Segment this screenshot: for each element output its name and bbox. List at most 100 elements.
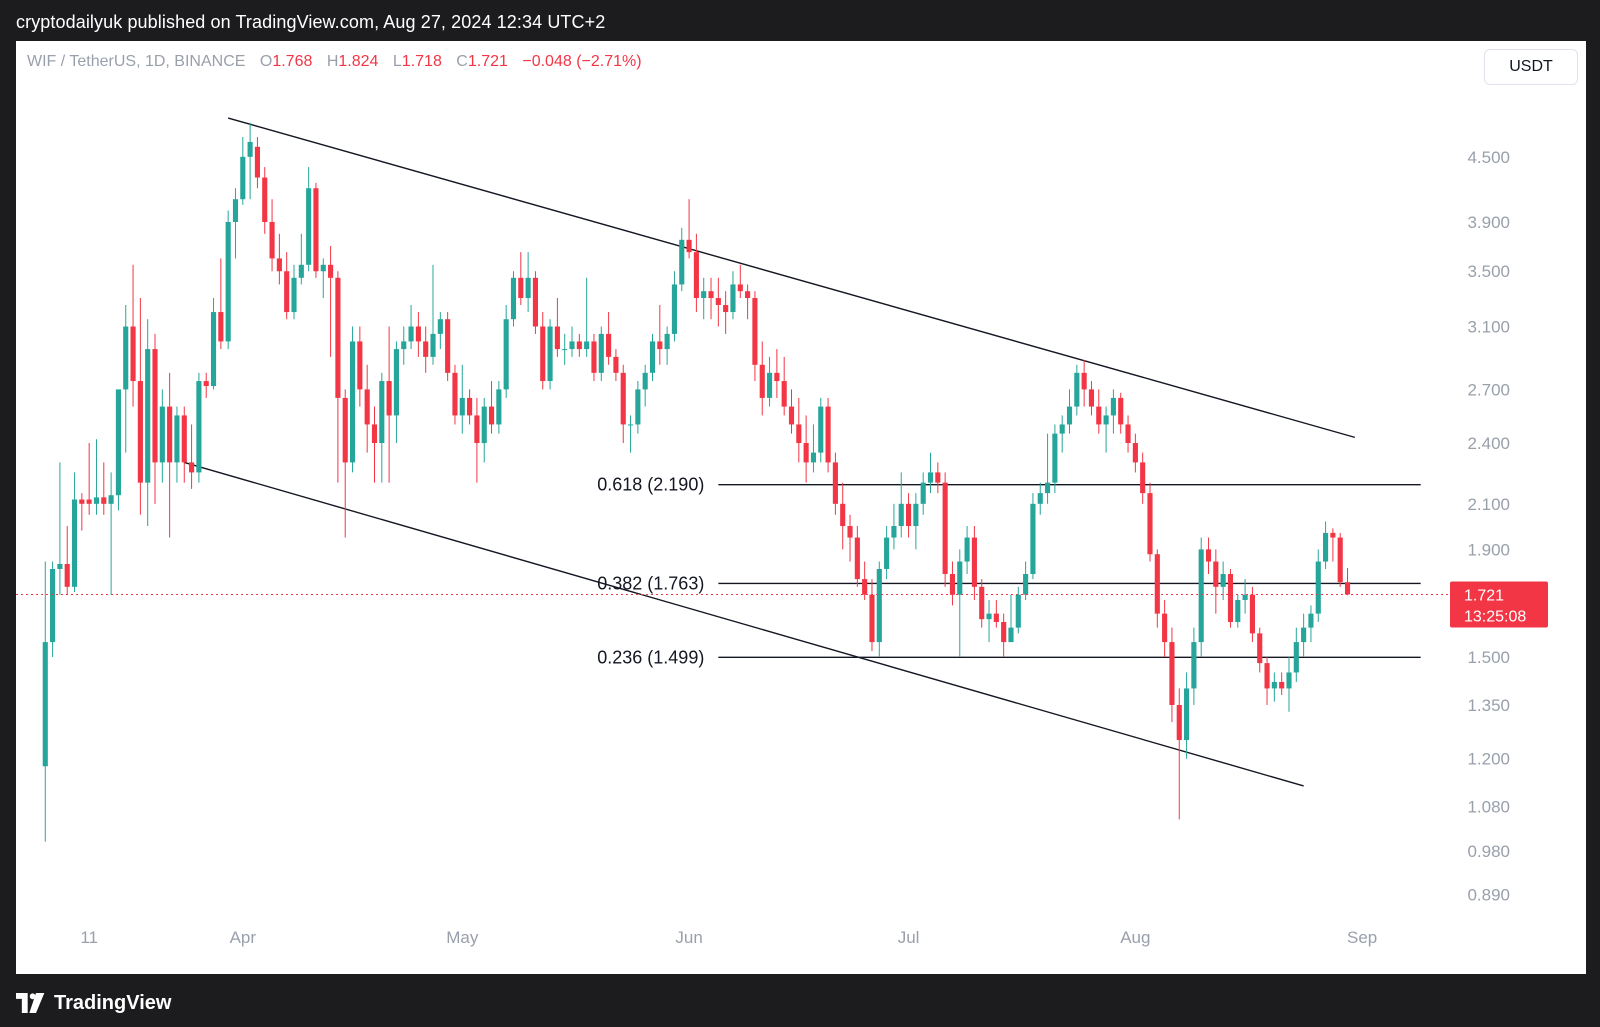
candle [210, 298, 217, 390]
candle-body [101, 497, 107, 504]
candle-body [737, 284, 743, 292]
candle [408, 304, 414, 350]
candle-body [115, 389, 121, 496]
candle [181, 406, 187, 483]
candle [576, 333, 582, 357]
time-axis: 11 Apr May Jun Jul Aug Sep [80, 928, 1377, 947]
candle-body [1227, 574, 1234, 622]
candle [752, 291, 758, 382]
candle-body [393, 349, 399, 416]
candle-body [598, 333, 604, 373]
candle-body [730, 284, 736, 313]
candle [79, 493, 85, 531]
candle [803, 415, 809, 483]
time-tick-label: Sep [1347, 928, 1377, 947]
candle [1118, 392, 1124, 434]
candle [1198, 537, 1204, 658]
candle-body [1052, 433, 1058, 483]
candle-body [1110, 397, 1116, 416]
candle-body [1279, 681, 1285, 689]
candle-body [701, 291, 707, 299]
candle [1330, 528, 1336, 562]
candle [613, 349, 619, 382]
candle [701, 277, 707, 320]
candle-body [781, 381, 787, 407]
candle [313, 182, 319, 278]
time-tick-label: 11 [80, 928, 98, 947]
candle [247, 122, 253, 200]
candle [1088, 381, 1095, 416]
candle-body [159, 406, 165, 463]
candle-body [386, 381, 392, 416]
candle-body [335, 277, 341, 398]
candle [254, 137, 260, 189]
currency-button[interactable]: USDT [1484, 49, 1578, 85]
candle-body [745, 291, 751, 299]
candle [869, 579, 875, 651]
candle-body [627, 424, 634, 426]
candle-body [854, 537, 860, 580]
candle [357, 326, 363, 407]
candle-body [649, 341, 656, 373]
candle-body [291, 277, 297, 313]
candle [1301, 613, 1307, 658]
candle-body [518, 277, 524, 299]
candle [562, 333, 568, 365]
candle-body [613, 356, 619, 373]
price-tick-label: 0.890 [1467, 886, 1510, 905]
trendlines [184, 117, 1356, 787]
candle-body [554, 326, 560, 350]
candle-body [1103, 415, 1109, 425]
candle [167, 372, 173, 538]
candle [349, 326, 356, 473]
candle-body [664, 333, 670, 350]
candle-body [584, 341, 590, 350]
channel-trendline [227, 117, 1356, 439]
candle [1125, 415, 1131, 453]
time-tick-label: Aug [1120, 928, 1150, 947]
candle [276, 233, 282, 285]
candle [1220, 561, 1226, 601]
candle [291, 264, 297, 320]
candle [927, 452, 934, 494]
candle [1066, 389, 1073, 434]
candle [1205, 537, 1212, 575]
bar-countdown: 13:25:08 [1464, 608, 1526, 625]
candle [993, 600, 999, 628]
chart-panel[interactable]: 0.618 (2.190) 0.382 (1.763) 0.236 (1.499) … [16, 41, 1586, 974]
price-tick-label: 4.500 [1467, 148, 1510, 167]
candle [554, 298, 560, 357]
candle [269, 199, 275, 272]
candle-body [423, 341, 429, 357]
candle-body [1271, 681, 1277, 689]
candle [71, 472, 78, 593]
candle [854, 526, 860, 587]
candle [1293, 627, 1299, 682]
candle [540, 312, 546, 390]
candle-body [642, 372, 648, 390]
candle [935, 462, 941, 494]
tradingview-logo[interactable]: TradingView [16, 988, 171, 1018]
candle-body [459, 397, 465, 416]
candle [1184, 672, 1190, 759]
candle [86, 443, 92, 515]
candle-body [130, 326, 136, 382]
price-tick-label: 0.980 [1467, 842, 1510, 861]
candle [386, 326, 392, 483]
candle-body [1081, 372, 1087, 390]
candle [1081, 360, 1087, 407]
candle [430, 264, 436, 365]
candlestick-chart[interactable]: 0.618 (2.190)0.382 (1.763)0.236 (1.499) … [16, 41, 1586, 974]
candle-body [328, 264, 334, 278]
candle-body [269, 221, 275, 259]
candle [774, 349, 780, 398]
candle-body [562, 349, 568, 351]
candle-body [1001, 621, 1007, 643]
candle [584, 277, 590, 357]
candle [1337, 532, 1343, 587]
candle-body [803, 443, 809, 463]
publisher-line: cryptodailyuk published on TradingView.c… [16, 12, 606, 32]
candle-body [1162, 613, 1168, 643]
price-tick-label: 1.080 [1467, 798, 1510, 817]
candle [898, 472, 904, 538]
